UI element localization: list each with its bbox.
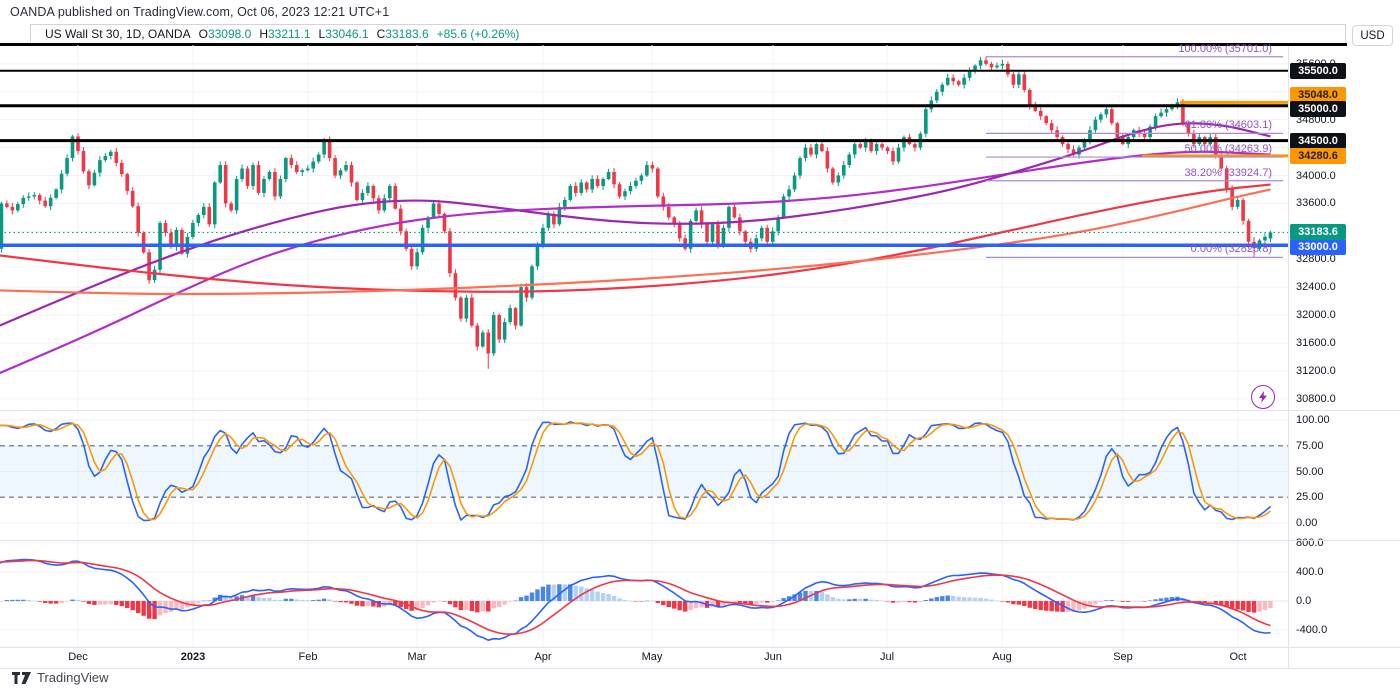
candles [0, 56, 1273, 369]
lightning-boost-button[interactable] [1251, 385, 1275, 409]
macd-signal-line [0, 559, 1271, 635]
time-axis-border-bottom [0, 668, 1400, 669]
stoch-d-line [0, 422, 1271, 521]
currency-button[interactable]: USD [1352, 25, 1393, 46]
ma-red-upper [0, 183, 1271, 293]
close-label: C [376, 27, 386, 41]
macd-histogram [0, 584, 1273, 620]
time-axis-border-top [0, 647, 1400, 648]
tradingview-logo-text: TradingView [37, 670, 109, 685]
low-value: 33046.1 [325, 27, 369, 41]
change-value: +85.6 (+0.26%) [436, 27, 520, 41]
open-value: 33098.0 [207, 27, 252, 41]
gridlines [0, 45, 1288, 647]
pane-separator-stochastic[interactable] [0, 410, 1400, 411]
high-value: 33211.1 [268, 27, 311, 41]
ma-red-lower [0, 188, 1271, 296]
publish-note: OANDA published on TradingView.com, Oct … [10, 5, 390, 19]
high-label: H [259, 27, 268, 41]
top-divider-line [0, 43, 1347, 46]
tradingview-icon [12, 671, 31, 684]
price-axis-border[interactable] [1288, 46, 1289, 668]
ma-purple-fast [0, 122, 1271, 327]
tradingview-logo[interactable]: TradingView [12, 670, 109, 685]
pane-separator-macd[interactable] [0, 540, 1400, 541]
lightning-icon [1259, 391, 1267, 403]
ma-magenta-slow [0, 150, 1271, 375]
open-label: O [198, 27, 208, 41]
symbol-title[interactable]: US Wall St 30, 1D, OANDA [45, 27, 191, 41]
stoch-band [0, 445, 1288, 498]
symbol-legend[interactable]: US Wall St 30, 1D, OANDA O 33098.0 H 33211… [30, 24, 1346, 43]
close-value: 33183.6 [385, 27, 429, 41]
low-label: L [318, 27, 326, 41]
